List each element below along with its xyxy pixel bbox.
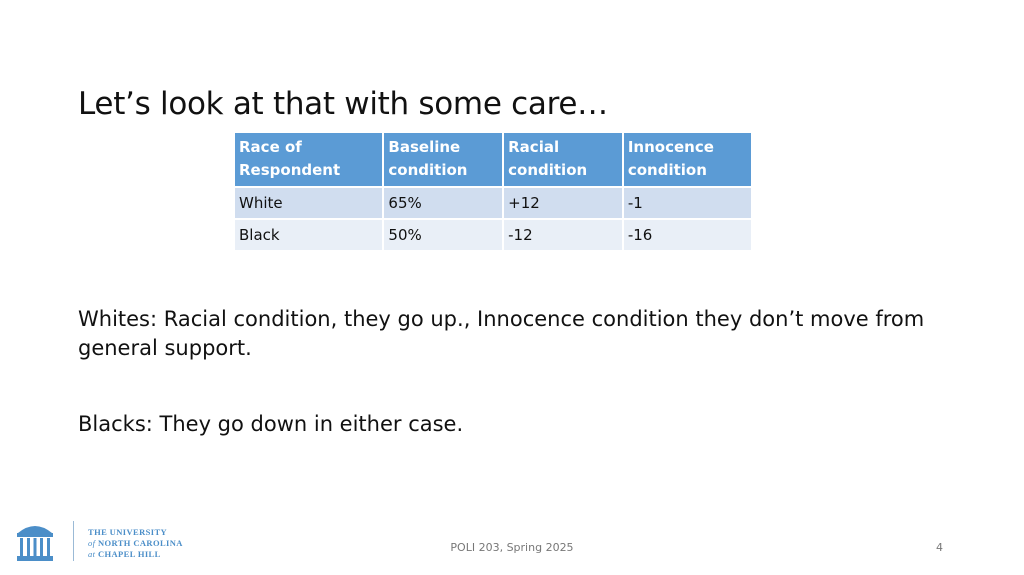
footer-course: POLI 203, Spring 2025 — [450, 541, 574, 554]
table-cell: Black — [232, 218, 385, 252]
table-header-row: Race of Respondent Baseline condition Raci… — [232, 131, 754, 188]
header-innocence-condition: Innocence condition — [621, 131, 754, 188]
body-paragraph-whites: Whites: Racial condition, they go up., I… — [78, 307, 925, 360]
old-well-icon — [17, 526, 53, 561]
page-number: 4 — [936, 541, 943, 554]
table-cell: +12 — [502, 186, 624, 220]
logo-wordmark: THE UNIVERSITY of NORTH CAROLINA at CHAP… — [88, 527, 183, 559]
table-cell: -1 — [621, 186, 754, 220]
logo-divider — [73, 521, 74, 561]
table-row: White 65% +12 -1 — [232, 186, 754, 220]
slide-title: Let’s look at that with some care… — [78, 86, 608, 122]
table-row: Black 50% -12 -16 — [232, 218, 754, 252]
table-cell: -12 — [502, 218, 624, 252]
header-race-of-respondent: Race of Respondent — [232, 131, 385, 188]
header-racial-condition: Racial condition — [502, 131, 624, 188]
body-paragraph-blacks: Blacks: They go down in either case. — [78, 412, 464, 436]
header-baseline-condition: Baseline condition — [382, 131, 505, 188]
table-cell: White — [232, 186, 385, 220]
results-table: Race of Respondent Baseline condition Raci… — [232, 131, 754, 252]
table-cell: 65% — [382, 186, 505, 220]
table-cell: 50% — [382, 218, 505, 252]
table-cell: -16 — [621, 218, 754, 252]
unc-logo: THE UNIVERSITY of NORTH CAROLINA at CHAP… — [15, 519, 185, 563]
